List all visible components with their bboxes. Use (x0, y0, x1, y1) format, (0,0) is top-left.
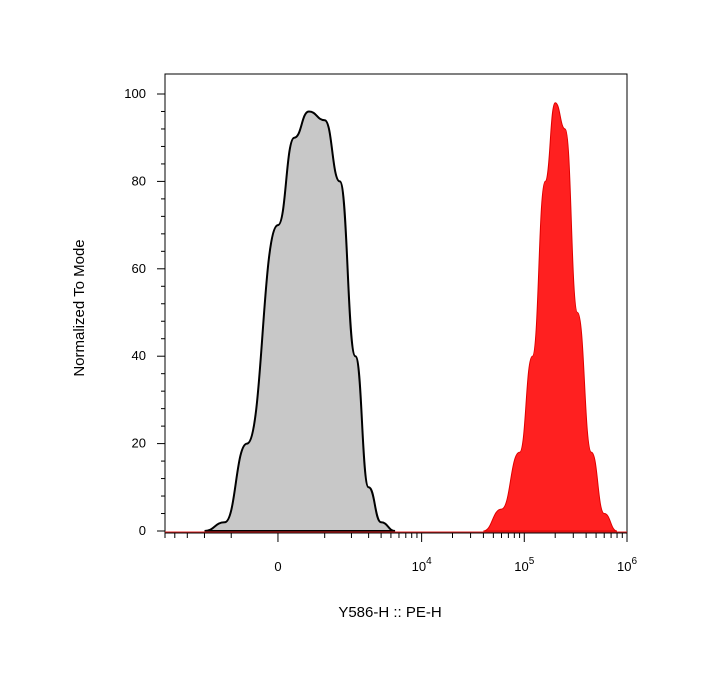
x-tick-label: 104 (412, 556, 432, 574)
x-axis: 0 104 105 106 (164, 533, 637, 574)
x-tick-label: 106 (617, 556, 637, 574)
y-tick-label: 20 (132, 436, 146, 451)
y-tick-label: 100 (124, 86, 146, 101)
histogram-series-2 (483, 102, 618, 532)
histogram-series-1 (204, 110, 396, 532)
y-axis: 0 20 40 60 80 100 (124, 86, 165, 538)
x-tick-label: 0 (274, 559, 281, 574)
y-tick-label: 40 (132, 348, 146, 363)
y-tick-label: 80 (132, 173, 146, 188)
x-tick-label: 105 (514, 556, 534, 574)
y-tick-label: 0 (139, 523, 146, 538)
y-tick-label: 60 (132, 261, 146, 276)
series-layer (165, 102, 627, 533)
y-axis-title: Normalized To Mode (71, 239, 88, 376)
x-axis-title: Y586-H :: PE-H (338, 604, 441, 621)
